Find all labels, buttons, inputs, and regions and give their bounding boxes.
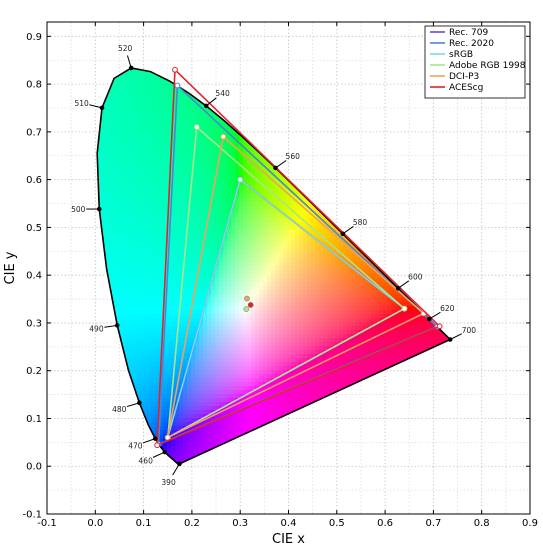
gamut-primary-point (436, 323, 443, 330)
gamut-triangles (154, 66, 443, 449)
y-tick-label: 0.3 (26, 318, 42, 329)
wavelength-label: 700 (462, 326, 477, 335)
y-tick-label: 0.1 (26, 414, 42, 425)
x-tick-label: 0.7 (425, 518, 441, 529)
wavelength-label: 540 (215, 89, 230, 98)
wavelength-label: 470 (128, 442, 143, 451)
legend-label: sRGB (449, 50, 473, 60)
wavelength-label: 500 (71, 205, 86, 214)
y-tick-label: 0.6 (26, 175, 42, 186)
wavelength-point (128, 65, 134, 71)
legend-label: Adobe RGB 1998 (449, 61, 526, 71)
y-tick-label: 0.4 (26, 271, 42, 282)
y-tick-label: 0.5 (26, 223, 42, 234)
wavelength-point (203, 103, 209, 109)
gamut-triangle-5 (156, 68, 441, 447)
gamut-primary-point (172, 66, 178, 73)
wavelength-markers: 390 460 470 480 490 500 510 520 540 560 580 600 620 7… (71, 44, 476, 487)
x-tick-label: 0.0 (87, 518, 103, 529)
gamut-primary-point (220, 133, 227, 140)
y-tick-label: 0.0 (26, 462, 42, 473)
wavelength-label: 560 (286, 152, 301, 161)
y-tick-label: 0.7 (26, 127, 42, 138)
x-tick-label: -0.1 (37, 518, 57, 529)
legend-label: Rec. 2020 (449, 39, 494, 49)
wavelength-point (177, 461, 182, 467)
x-tick-label: 0.8 (474, 518, 490, 529)
wavelength-point (137, 400, 142, 406)
gamut-primary-point (174, 82, 181, 89)
x-axis-label: CIE x (272, 532, 305, 547)
x-tick-label: 0.1 (136, 518, 152, 529)
wavelength-point (162, 449, 168, 455)
wavelength-point (340, 231, 346, 237)
gamut-primary-point (401, 305, 408, 312)
wavelength-label: 510 (74, 99, 89, 108)
wavelength-point (114, 323, 120, 328)
wavelength-label: 520 (118, 44, 133, 53)
white-point (244, 295, 250, 302)
wavelength-point (395, 286, 401, 291)
legend-label: Rec. 709 (449, 28, 489, 38)
legend-label: DCI-P3 (449, 72, 479, 82)
wavelength-label: 600 (408, 272, 423, 281)
wavelength-point (99, 105, 105, 111)
y-tick-label: -0.1 (22, 510, 42, 521)
wavelength-point (96, 206, 102, 212)
legend-label: ACEScg (449, 83, 483, 93)
wavelength-point (273, 165, 278, 171)
wavelength-label: 620 (440, 304, 455, 313)
wavelength-label: 490 (89, 324, 104, 333)
y-tick-label: 0.9 (26, 32, 42, 43)
x-tick-label: 0.4 (281, 518, 297, 529)
legend-box (424, 25, 526, 99)
wavelength-label: 460 (139, 457, 154, 466)
wavelength-label: 390 (161, 478, 176, 487)
y-axis-label: CIE y (3, 251, 18, 284)
x-tick-label: 0.6 (377, 518, 393, 529)
axis-ticks: -0.1 0.0 0.1 0.2 0.3 0.4 0.5 0.6 0.7 0.8 0.9 -0.1 0.… (22, 22, 538, 529)
white-points (243, 295, 254, 312)
white-point (243, 306, 250, 312)
wavelength-label: 480 (112, 405, 127, 414)
x-tick-label: 0.2 (184, 518, 200, 529)
x-tick-label: 0.9 (522, 518, 538, 529)
y-tick-label: 0.2 (26, 366, 42, 377)
spectral-locus-outline (96, 67, 452, 465)
gamut-triangle-3 (166, 126, 406, 439)
white-point (247, 302, 254, 308)
y-tick-label: 0.8 (26, 80, 42, 91)
wavelength-point (447, 337, 453, 342)
gamut-primary-point (193, 124, 200, 130)
x-tick-label: 0.5 (329, 518, 345, 529)
gamut-primary-point (154, 442, 161, 449)
x-tick-label: 0.3 (232, 518, 248, 529)
wavelength-point (152, 436, 158, 441)
gamut-primary-point (237, 176, 244, 183)
wavelength-point (426, 316, 432, 322)
gamut-triangle-4 (166, 135, 425, 439)
wavelength-label: 580 (353, 218, 368, 227)
